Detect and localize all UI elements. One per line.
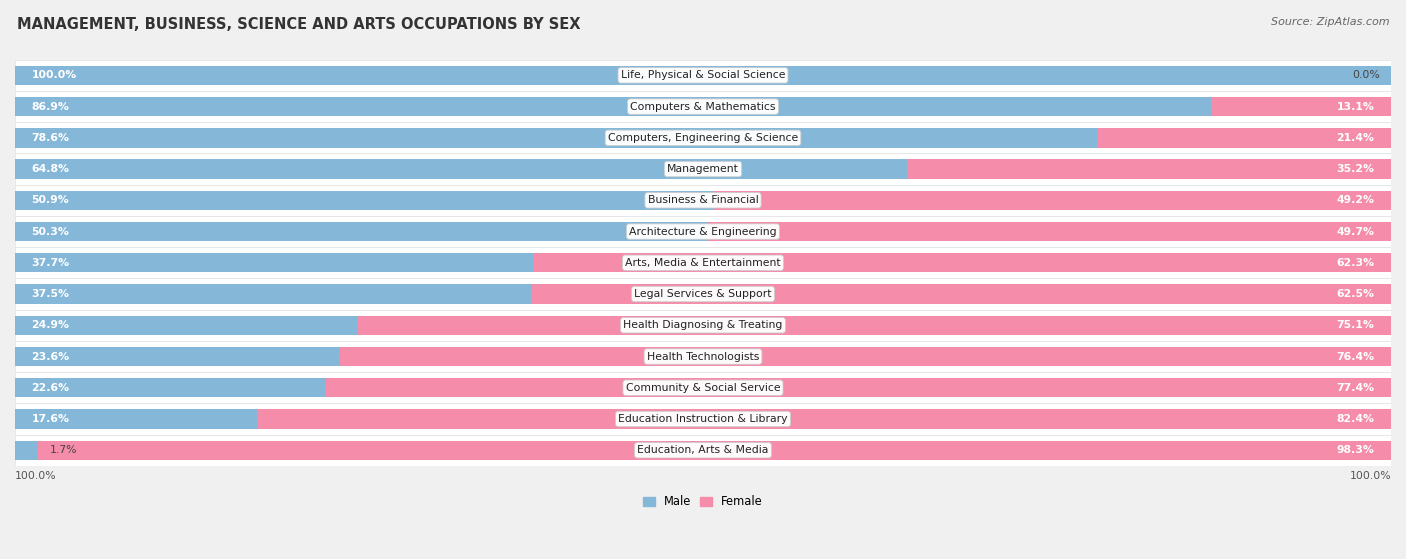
Text: 75.1%: 75.1%: [1337, 320, 1375, 330]
Text: 50.9%: 50.9%: [31, 195, 69, 205]
Text: 77.4%: 77.4%: [1336, 383, 1375, 393]
Bar: [531, 285, 1391, 304]
Bar: [15, 404, 1391, 434]
Bar: [15, 222, 707, 241]
Text: 35.2%: 35.2%: [1337, 164, 1375, 174]
Text: 23.6%: 23.6%: [31, 352, 70, 362]
Text: 17.6%: 17.6%: [31, 414, 69, 424]
Text: Community & Social Service: Community & Social Service: [626, 383, 780, 393]
Bar: [707, 222, 1391, 241]
Bar: [714, 191, 1391, 210]
Bar: [38, 440, 1391, 460]
Text: 21.4%: 21.4%: [1337, 133, 1375, 143]
Text: Source: ZipAtlas.com: Source: ZipAtlas.com: [1271, 17, 1389, 27]
Text: 0.0%: 0.0%: [1353, 70, 1381, 80]
Bar: [15, 285, 531, 304]
Text: Education, Arts & Media: Education, Arts & Media: [637, 445, 769, 455]
Bar: [15, 378, 326, 397]
Bar: [15, 128, 1097, 148]
Text: 22.6%: 22.6%: [31, 383, 70, 393]
Text: 62.3%: 62.3%: [1336, 258, 1375, 268]
Bar: [15, 253, 534, 272]
Text: 50.3%: 50.3%: [31, 226, 69, 236]
Text: 98.3%: 98.3%: [1337, 445, 1375, 455]
Text: Computers, Engineering & Science: Computers, Engineering & Science: [607, 133, 799, 143]
Bar: [15, 434, 1391, 466]
Bar: [15, 184, 1391, 216]
Text: Education Instruction & Library: Education Instruction & Library: [619, 414, 787, 424]
Bar: [357, 316, 1391, 335]
Text: 49.2%: 49.2%: [1337, 195, 1375, 205]
Bar: [15, 60, 1391, 91]
Text: 86.9%: 86.9%: [31, 102, 69, 112]
Bar: [15, 191, 716, 210]
Text: Life, Physical & Social Science: Life, Physical & Social Science: [621, 70, 785, 80]
Text: 1.7%: 1.7%: [49, 445, 77, 455]
Text: 82.4%: 82.4%: [1337, 414, 1375, 424]
Bar: [15, 347, 340, 366]
Bar: [534, 253, 1391, 272]
Bar: [15, 216, 1391, 247]
Bar: [15, 316, 357, 335]
Bar: [15, 409, 257, 429]
Bar: [15, 91, 1391, 122]
Bar: [1097, 128, 1391, 148]
Text: Computers & Mathematics: Computers & Mathematics: [630, 102, 776, 112]
Bar: [907, 159, 1391, 179]
Bar: [15, 278, 1391, 310]
Bar: [326, 378, 1391, 397]
Legend: Male, Female: Male, Female: [638, 491, 768, 513]
Text: 76.4%: 76.4%: [1336, 352, 1375, 362]
Bar: [15, 341, 1391, 372]
Bar: [15, 372, 1391, 404]
Text: Legal Services & Support: Legal Services & Support: [634, 289, 772, 299]
Bar: [340, 347, 1391, 366]
Bar: [15, 159, 907, 179]
Text: 64.8%: 64.8%: [31, 164, 69, 174]
Bar: [15, 310, 1391, 341]
Bar: [15, 440, 38, 460]
Bar: [15, 247, 1391, 278]
Text: 37.5%: 37.5%: [31, 289, 69, 299]
Text: 62.5%: 62.5%: [1337, 289, 1375, 299]
Text: 78.6%: 78.6%: [31, 133, 69, 143]
Text: Business & Financial: Business & Financial: [648, 195, 758, 205]
Text: Health Technologists: Health Technologists: [647, 352, 759, 362]
Text: 24.9%: 24.9%: [31, 320, 69, 330]
Text: 100.0%: 100.0%: [15, 471, 56, 481]
Text: Health Diagnosing & Treating: Health Diagnosing & Treating: [623, 320, 783, 330]
Text: 13.1%: 13.1%: [1337, 102, 1375, 112]
Text: Management: Management: [666, 164, 740, 174]
Text: MANAGEMENT, BUSINESS, SCIENCE AND ARTS OCCUPATIONS BY SEX: MANAGEMENT, BUSINESS, SCIENCE AND ARTS O…: [17, 17, 581, 32]
Text: 100.0%: 100.0%: [1350, 471, 1391, 481]
Text: 100.0%: 100.0%: [31, 70, 77, 80]
Bar: [15, 65, 1391, 85]
Text: 49.7%: 49.7%: [1337, 226, 1375, 236]
Text: 37.7%: 37.7%: [31, 258, 70, 268]
Bar: [15, 122, 1391, 153]
Text: Architecture & Engineering: Architecture & Engineering: [630, 226, 776, 236]
Text: Arts, Media & Entertainment: Arts, Media & Entertainment: [626, 258, 780, 268]
Bar: [15, 153, 1391, 184]
Bar: [15, 97, 1211, 116]
Bar: [1211, 97, 1391, 116]
Bar: [257, 409, 1391, 429]
